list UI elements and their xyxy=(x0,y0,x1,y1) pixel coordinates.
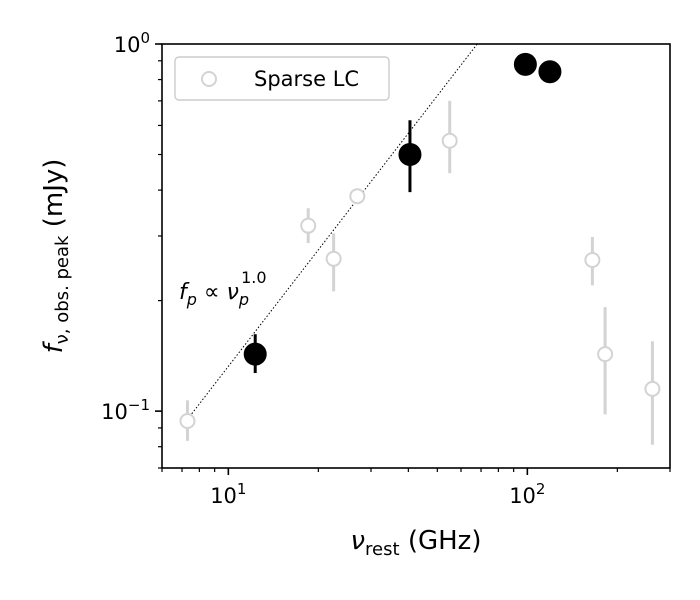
x-tick-label: 102 xyxy=(509,480,545,508)
data-point-open xyxy=(441,132,458,149)
axis-ticks: 101 102 10−1 100 xyxy=(101,29,671,508)
plot-frame xyxy=(161,43,671,469)
x-axis-label: νrest (GHz) xyxy=(351,526,482,560)
data-point-open xyxy=(349,188,366,205)
data-point-filled xyxy=(538,60,562,84)
data-point-open xyxy=(597,346,614,363)
fit-annotation: fp ∝ νp1.0 xyxy=(179,268,267,309)
data-point-open xyxy=(300,217,317,234)
legend-label-sparse-lc: Sparse LC xyxy=(254,67,359,91)
data-markers xyxy=(179,52,661,429)
data-point-open xyxy=(644,380,661,397)
x-tick-label: 101 xyxy=(210,480,246,508)
legend: Sparse LC xyxy=(174,56,390,101)
legend-box xyxy=(174,56,390,101)
data-point-open xyxy=(584,252,601,269)
legend-marker-open-circle xyxy=(201,71,217,87)
data-point-filled xyxy=(513,52,537,76)
y-axis-label: fν, obs. peak (mJy) xyxy=(39,159,73,354)
data-point-filled xyxy=(398,143,422,167)
data-point-filled xyxy=(243,342,267,366)
y-tick-label: 100 xyxy=(114,29,150,57)
y-tick-label: 10−1 xyxy=(101,396,150,424)
data-point-open xyxy=(179,412,196,429)
data-point-open xyxy=(325,250,342,267)
plot-area xyxy=(162,44,670,468)
